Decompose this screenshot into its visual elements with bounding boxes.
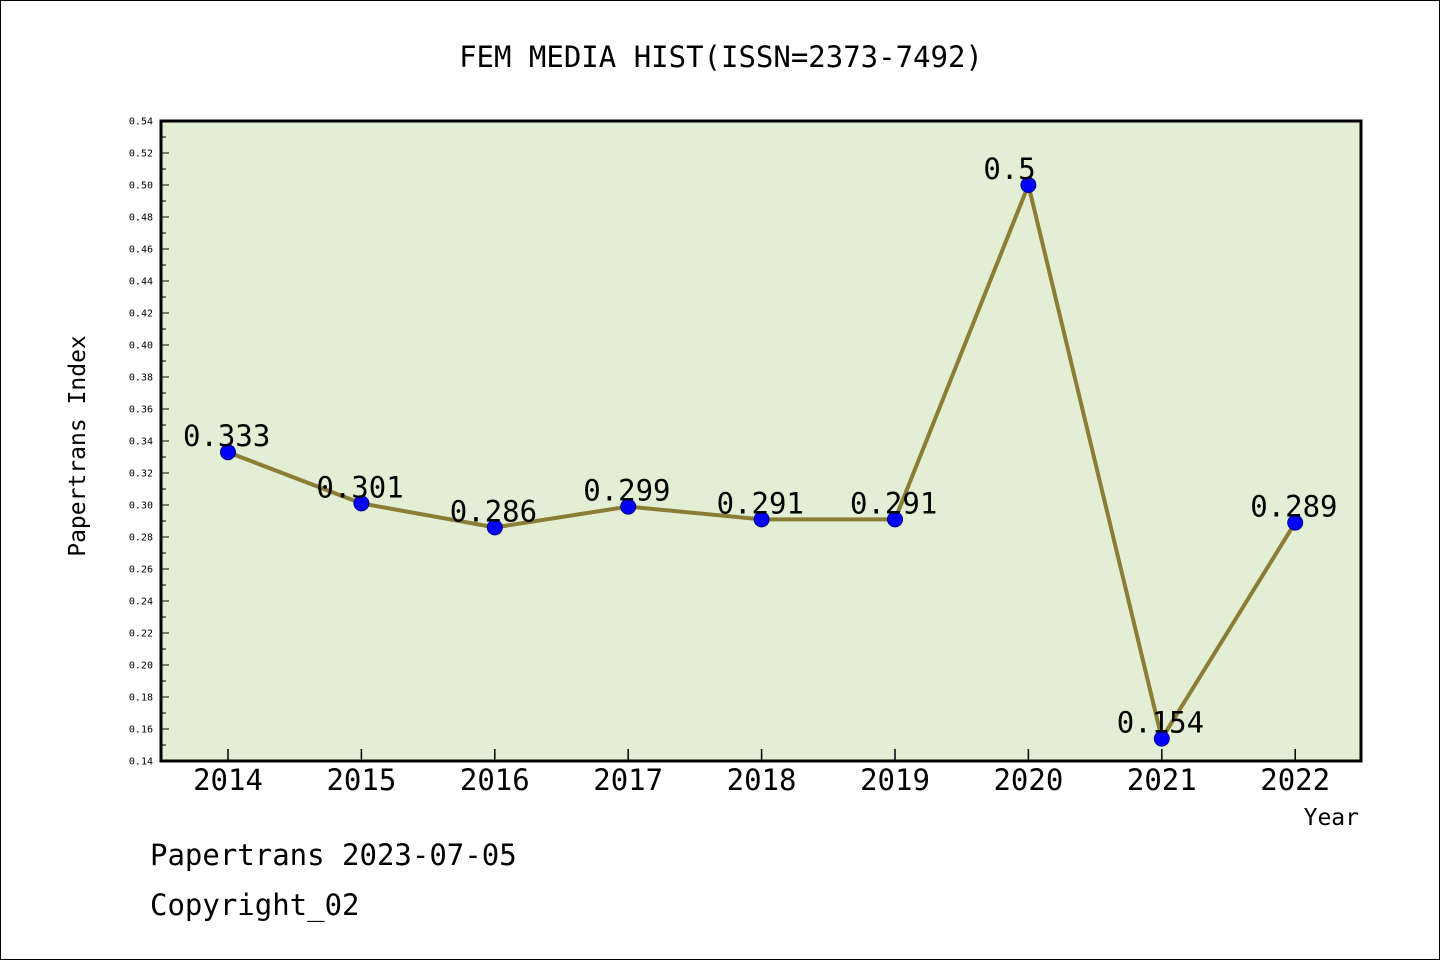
y-tick-label: 0.32 <box>129 469 153 480</box>
x-axis-label: Year <box>1304 805 1359 831</box>
data-point <box>620 498 637 515</box>
x-tick-label: 2015 <box>326 763 396 797</box>
y-tick-label: 0.22 <box>129 629 153 640</box>
y-tick-label: 0.40 <box>129 341 153 352</box>
y-tick-label: 0.24 <box>129 597 153 608</box>
data-point <box>486 519 503 536</box>
data-point <box>353 495 370 512</box>
x-tick-label: 2014 <box>193 763 263 797</box>
data-point <box>1020 177 1037 193</box>
y-tick-label: 0.50 <box>129 181 153 192</box>
x-tick-label: 2019 <box>860 763 930 797</box>
x-tick-label: 2022 <box>1260 763 1330 797</box>
plot-area <box>159 119 1363 763</box>
y-tick-label: 0.44 <box>129 277 153 288</box>
y-axis-ticks: 0.14 0.16 0.18 0.20 0.22 0.24 0.26 0.28 0.30 0.32… <box>129 117 169 768</box>
data-label: 0.5 <box>983 152 1035 186</box>
data-label: 0.291 <box>850 486 937 520</box>
y-tick-label: 0.34 <box>129 437 153 448</box>
data-point <box>887 511 903 528</box>
y-tick-label: 0.16 <box>129 725 153 736</box>
y-tick-label: 0.30 <box>129 501 153 512</box>
data-label: 0.154 <box>1117 706 1204 740</box>
x-tick-label: 2016 <box>460 763 530 797</box>
x-tick-label: 2020 <box>993 763 1063 797</box>
x-tick-label: 2018 <box>727 763 797 797</box>
chart-title: FEM MEDIA HIST(ISSN=2373-7492) <box>459 40 983 74</box>
data-label: 0.291 <box>717 486 804 520</box>
series-layer: 0.333 0.301 0.286 0.299 0.291 0.291 0.5 0.154 0.… <box>183 152 1338 747</box>
y-tick-label: 0.14 <box>129 757 153 768</box>
data-point <box>1153 730 1170 747</box>
data-point <box>1287 514 1304 531</box>
footer-date: Papertrans 2023-07-05 <box>150 838 517 872</box>
y-tick-label: 0.54 <box>129 117 153 128</box>
y-tick-label: 0.28 <box>129 533 153 544</box>
y-tick-label: 0.36 <box>129 405 153 416</box>
data-label: 0.299 <box>583 474 670 508</box>
y-tick-label: 0.38 <box>129 373 153 384</box>
y-tick-label: 0.18 <box>129 693 153 704</box>
x-tick-label: 2021 <box>1127 763 1197 797</box>
y-tick-label: 0.26 <box>129 565 153 576</box>
footer-copyright: Copyright_02 <box>150 888 360 923</box>
x-tick-label: 2017 <box>593 763 663 797</box>
data-label: 0.289 <box>1250 490 1337 524</box>
y-tick-label: 0.52 <box>129 149 153 160</box>
data-label: 0.286 <box>450 494 537 528</box>
y-tick-label: 0.42 <box>129 309 153 320</box>
y-axis-label: Papertrans Index <box>65 335 91 557</box>
x-axis-ticks: 2014 2015 2016 2017 2018 2019 2020 2021 2022 <box>193 749 1330 797</box>
y-tick-label: 0.48 <box>129 213 153 224</box>
data-point <box>753 511 770 528</box>
data-label: 0.333 <box>183 419 270 453</box>
data-label: 0.301 <box>316 470 403 504</box>
data-point <box>220 444 236 461</box>
y-tick-label: 0.20 <box>129 661 153 672</box>
y-tick-label: 0.46 <box>129 245 153 256</box>
